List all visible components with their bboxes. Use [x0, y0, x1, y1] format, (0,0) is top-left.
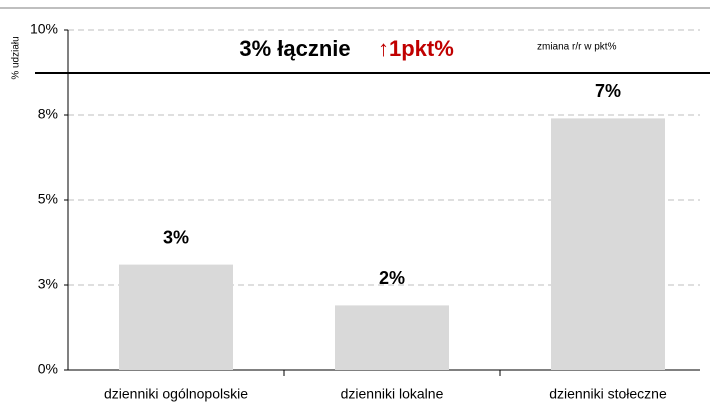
chart-title: 3% łącznie	[239, 36, 350, 61]
y-tick-label: 5%	[38, 191, 58, 207]
annotation: ↑1pkt%	[378, 36, 454, 61]
value-label: 3%	[163, 227, 189, 247]
x-tick-label: dzienniki ogólnopolskie	[104, 386, 248, 402]
y-tick-label: 8%	[38, 106, 58, 122]
note: zmiana r/r w pkt%	[537, 42, 617, 53]
x-tick-label: dzienniki stołeczne	[549, 386, 667, 402]
bar	[335, 305, 449, 370]
value-label: 7%	[595, 81, 621, 101]
bar	[551, 118, 665, 371]
value-label: 2%	[379, 268, 405, 288]
x-tick-label: dzienniki lokalne	[341, 386, 444, 402]
bar	[119, 264, 233, 370]
y-tick-label: 10%	[30, 21, 58, 37]
y-axis-label: % udziału	[11, 36, 22, 79]
y-tick-label: 3%	[38, 276, 58, 292]
y-tick-label: 0%	[38, 361, 58, 377]
